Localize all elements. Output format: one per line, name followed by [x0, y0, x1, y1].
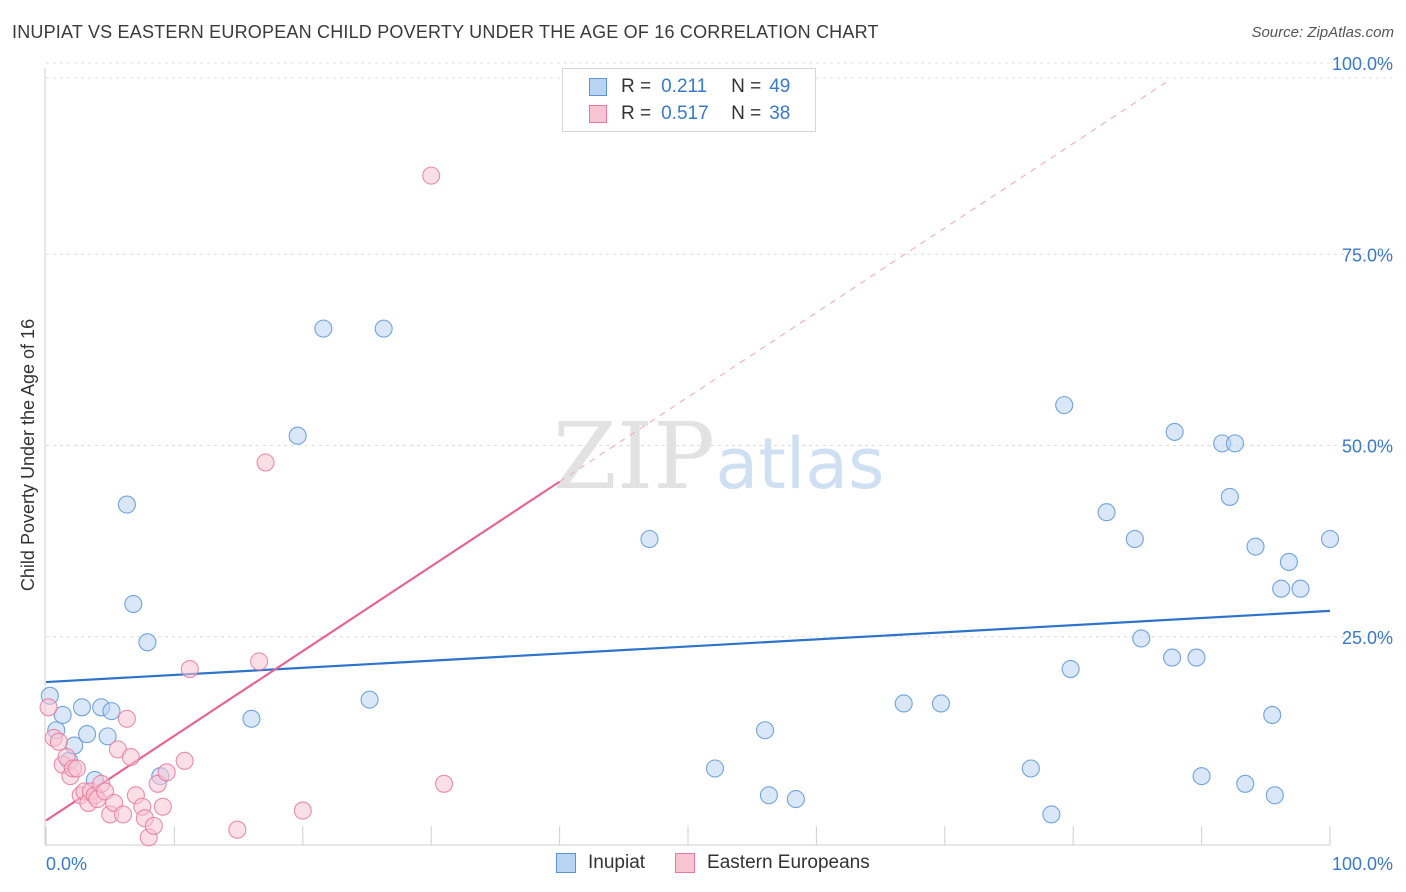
inupiat-point — [242, 709, 261, 728]
y-tick-label: 25.0% — [1342, 628, 1393, 648]
legend-n-value: 38 — [769, 103, 791, 124]
inupiat-point — [1291, 579, 1310, 598]
bottom-legend-eastern: Eastern Europeans — [675, 852, 870, 874]
inupiat-point — [1265, 786, 1284, 805]
source-label: Source: ZipAtlas.com — [1251, 24, 1394, 41]
inupiat-point — [374, 319, 393, 338]
tick-labels: 100.0% 75.0% 50.0% 25.0% 0.0% 100.0% — [46, 54, 1393, 874]
inupiat-swatch — [589, 78, 607, 96]
inupiat-point — [1192, 767, 1211, 786]
legend-n-value: 49 — [769, 76, 791, 97]
legend-row-eastern: R = 0.517 N = 38 — [589, 102, 790, 126]
inupiat-point — [1165, 422, 1184, 441]
inupiat-point — [72, 698, 92, 717]
bottom-legend-inupiat: Inupiat — [556, 852, 645, 874]
inupiat-point — [1055, 396, 1074, 415]
trend-line-extension — [559, 79, 1170, 483]
eastern-swatch — [589, 105, 607, 123]
inupiat-point — [102, 702, 121, 721]
eastern-point — [121, 747, 140, 767]
inupiat-point — [1187, 648, 1206, 667]
legend-n-label: N = — [731, 76, 762, 97]
inupiat-point — [1320, 529, 1340, 549]
inupiat-point — [1163, 648, 1182, 667]
legend-r-value: 0.211 — [661, 76, 708, 97]
inupiat-point — [288, 426, 307, 445]
legend-r-label: R = — [621, 103, 652, 124]
eastern-point — [228, 820, 247, 839]
inupiat-point — [894, 694, 913, 713]
inupiat-point — [1272, 579, 1291, 598]
inupiat-point — [759, 786, 778, 805]
inupiat-point — [931, 694, 950, 713]
eastern-point — [250, 652, 269, 671]
eastern-swatch — [675, 853, 696, 873]
y-tick-label: 100.0% — [1332, 54, 1393, 74]
legend-n-label: N = — [731, 103, 762, 124]
y-tick-label: 50.0% — [1342, 437, 1393, 457]
eastern-point — [157, 763, 176, 782]
y-tick-label: 75.0% — [1342, 245, 1393, 265]
eastern-point — [113, 805, 133, 824]
eastern-point — [175, 751, 194, 770]
inupiat-point — [755, 721, 775, 740]
inupiat-point — [138, 633, 157, 652]
inupiat-point — [1125, 529, 1144, 549]
legend-r-value: 0.517 — [661, 103, 709, 124]
eastern-point — [117, 709, 136, 728]
inupiat-point — [314, 319, 333, 338]
inupiat-point — [1246, 537, 1265, 556]
bottom-legend: Inupiat Eastern Europeans — [556, 852, 900, 874]
inupiat-point — [1225, 434, 1245, 453]
eastern-point — [67, 759, 86, 778]
x-tick-label: 100.0% — [1332, 854, 1393, 874]
eastern-point — [180, 659, 199, 679]
inupiat-point — [1279, 552, 1298, 572]
inupiat-point — [117, 495, 136, 514]
legend-row-inupiat: R = 0.211 N = 49 — [589, 75, 790, 99]
inupiat-point — [1021, 759, 1040, 778]
eastern-point — [153, 797, 172, 816]
inupiat-point — [1097, 503, 1116, 522]
inupiat-point — [786, 790, 805, 809]
chart-title: INUPIAT VS EASTERN EUROPEAN CHILD POVERT… — [12, 22, 879, 42]
eastern-point — [49, 732, 68, 751]
inupiat-point — [1263, 705, 1282, 725]
eastern-point — [293, 801, 312, 820]
eastern-point — [434, 774, 454, 793]
legend: R = 0.211 N = 49 R = 0.517 N = 38 — [562, 68, 816, 132]
bottom-legend-label: Inupiat — [588, 852, 646, 873]
watermark: ZIP atlas — [553, 403, 885, 510]
inupiat-point — [1061, 659, 1080, 679]
x-tick-label: 0.0% — [46, 854, 87, 874]
eastern-point — [256, 453, 275, 472]
watermark-zip: ZIP — [553, 403, 715, 510]
inupiat-point — [1220, 487, 1239, 506]
trend-line — [45, 480, 561, 822]
bottom-legend-label: Eastern Europeans — [707, 852, 870, 873]
eastern-point — [39, 698, 58, 717]
inupiat-point — [1236, 774, 1255, 793]
inupiat-point — [360, 690, 379, 709]
inupiat-point — [98, 727, 117, 746]
eastern-point — [422, 166, 441, 185]
inupiat-swatch — [556, 853, 576, 873]
inupiat-point — [705, 759, 725, 778]
legend-r-label: R = — [621, 76, 652, 97]
y-axis-label: Child Poverty Under the Age of 16 — [18, 319, 38, 591]
data-points — [39, 166, 1340, 847]
inupiat-point — [124, 594, 143, 614]
inupiat-point — [640, 529, 659, 549]
inupiat-point — [1042, 805, 1061, 824]
grid-lines — [46, 62, 1392, 638]
inupiat-point — [1132, 629, 1151, 648]
inupiat-point — [53, 705, 72, 725]
watermark-atlas: atlas — [715, 423, 884, 505]
inupiat-point — [78, 725, 97, 744]
eastern-point — [144, 816, 163, 835]
